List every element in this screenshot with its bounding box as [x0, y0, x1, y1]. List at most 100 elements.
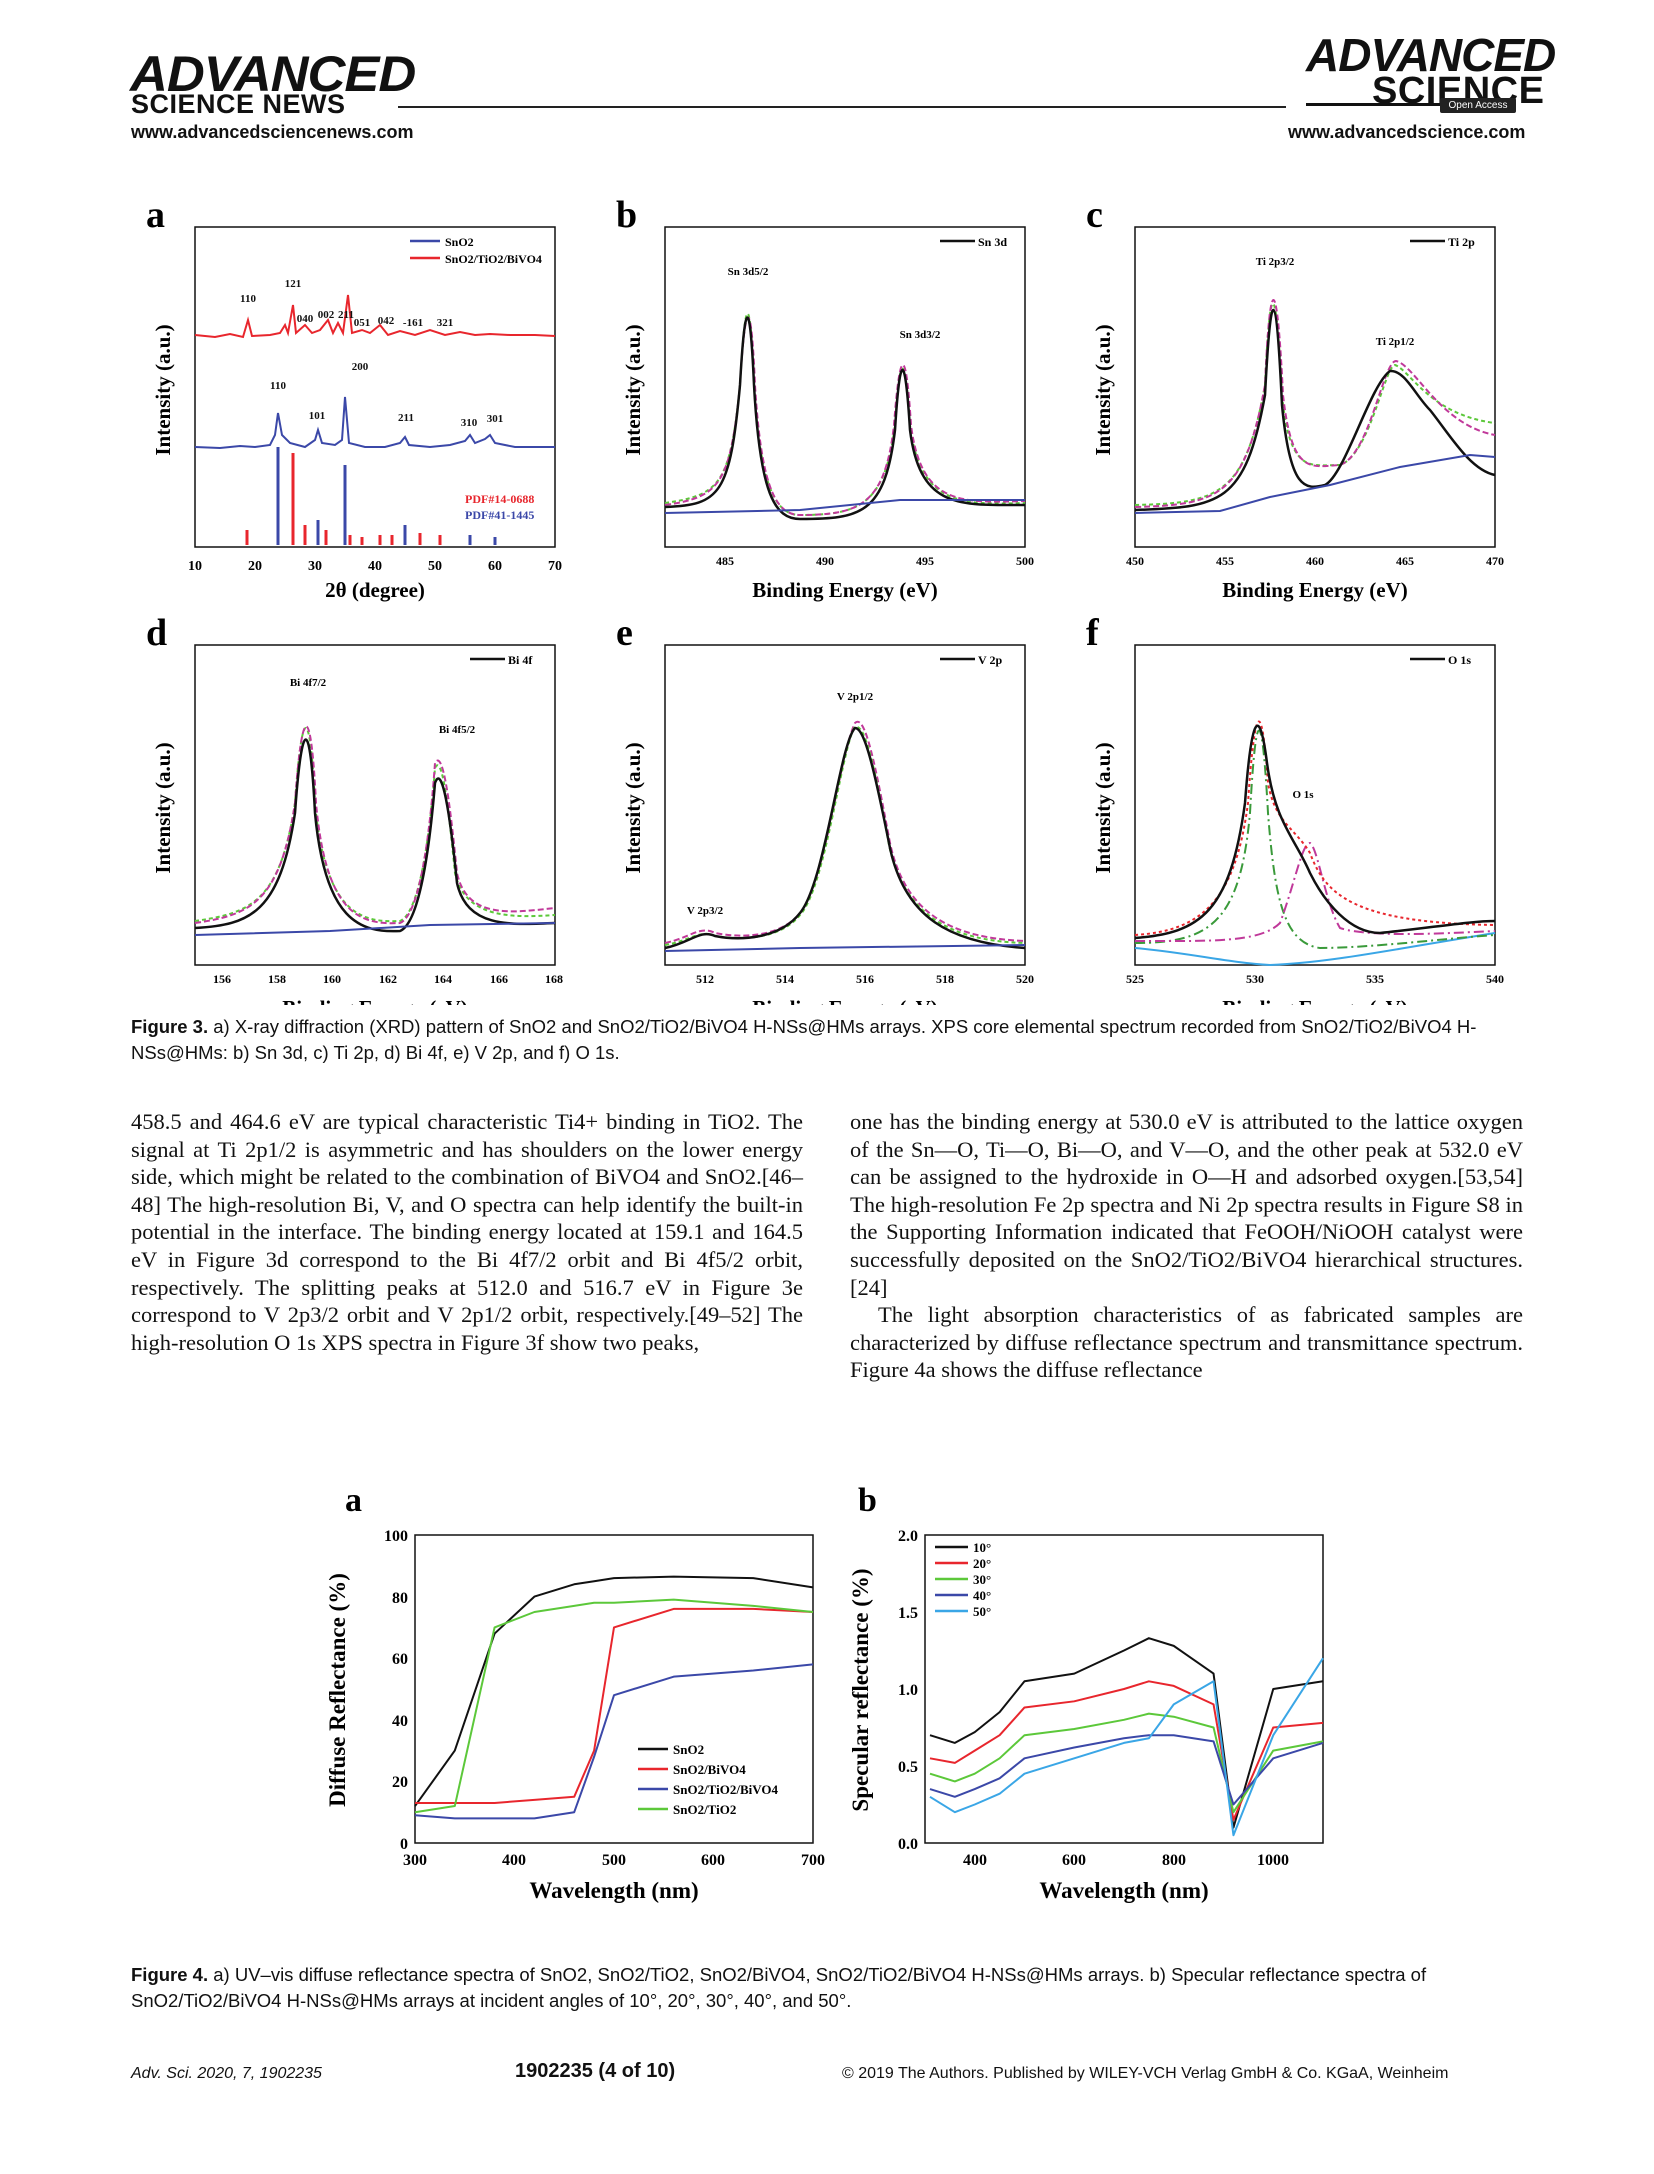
- svg-text:520: 520: [1016, 972, 1034, 986]
- journal-logo-right: ADVANCED: [1306, 29, 1556, 81]
- legend-composite: SnO2/TiO2/BiVO4: [445, 252, 542, 266]
- svg-text:168: 168: [545, 972, 563, 986]
- header-right-rule: [1306, 103, 1446, 106]
- svg-text:Wavelength (nm): Wavelength (nm): [1039, 1878, 1208, 1903]
- footer-page-number: 1902235 (4 of 10): [515, 2060, 676, 2082]
- journal-logo-left-sub: SCIENCE NEWS: [131, 89, 346, 119]
- svg-text:Binding Energy (eV): Binding Energy (eV): [752, 996, 938, 1005]
- panel-letter-f: f: [1086, 612, 1100, 654]
- series-line: [929, 1657, 1324, 1837]
- series-line: [929, 1680, 1324, 1821]
- svg-text:211: 211: [398, 412, 414, 424]
- panel-letter-c: c: [1086, 194, 1103, 236]
- svg-text:20: 20: [248, 559, 262, 574]
- figure-3: a Intensity (a.u.) . 10 20 30 40 50 60 7…: [146, 194, 1504, 1005]
- svg-text:40: 40: [392, 1713, 408, 1730]
- journal-logo-left: ADVANCED: [130, 46, 416, 102]
- header-rule: [398, 106, 1286, 108]
- reference-bars: [245, 447, 497, 545]
- series-line: [414, 1575, 814, 1807]
- svg-text:490: 490: [816, 554, 834, 568]
- svg-text:101: 101: [309, 410, 326, 422]
- svg-text:158: 158: [268, 972, 286, 986]
- svg-text:2.0: 2.0: [898, 1528, 918, 1545]
- figure3-panel-e: e Intensity (a.u.) 512 514 516 518 520 B…: [616, 612, 1034, 1005]
- svg-text:Diffuse Reflectance (%): Diffuse Reflectance (%): [325, 1573, 350, 1807]
- svg-text:SnO2: SnO2: [673, 1742, 704, 1757]
- svg-text:516: 516: [856, 972, 874, 986]
- series-line: [415, 1607, 814, 1804]
- svg-text:V 2p: V 2p: [978, 653, 1002, 667]
- svg-text:600: 600: [701, 1852, 725, 1869]
- svg-text:SnO2/TiO2/BiVO4: SnO2/TiO2/BiVO4: [673, 1782, 778, 1797]
- svg-text:V 2p1/2: V 2p1/2: [837, 691, 874, 703]
- svg-text:Ti 2p: Ti 2p: [1448, 235, 1475, 249]
- svg-text:O 1s: O 1s: [1292, 789, 1314, 801]
- svg-text:051: 051: [354, 317, 371, 329]
- svg-text:002: 002: [318, 309, 335, 321]
- svg-text:525: 525: [1126, 972, 1144, 986]
- svg-text:535: 535: [1366, 972, 1384, 986]
- svg-text:0: 0: [400, 1836, 408, 1853]
- svg-text:100: 100: [384, 1528, 408, 1545]
- series-line: [414, 1663, 814, 1820]
- svg-text:Wavelength (nm): Wavelength (nm): [529, 1878, 698, 1903]
- header-right-url[interactable]: www.advancedscience.com: [1288, 122, 1526, 142]
- svg-text:40°: 40°: [973, 1588, 991, 1603]
- svg-text:512: 512: [696, 972, 714, 986]
- svg-text:-161: -161: [403, 317, 423, 329]
- svg-text:30°: 30°: [973, 1572, 991, 1587]
- figure3-panel-c: c Intensity (a.u.) 450 455 460 465 470 B…: [1086, 194, 1504, 602]
- svg-text:485: 485: [716, 554, 734, 568]
- svg-text:042: 042: [378, 315, 395, 327]
- svg-text:b: b: [858, 1482, 877, 1519]
- figure-4: a Diffuse Reflectance (%) 0 20 40 60 80 …: [325, 1482, 1324, 1903]
- header-left-url[interactable]: www.advancedsciencenews.com: [131, 122, 414, 142]
- svg-text:Bi 4f: Bi 4f: [508, 653, 533, 667]
- footer-copyright: © 2019 The Authors. Published by WILEY-V…: [842, 2065, 1449, 2082]
- svg-text:50°: 50°: [973, 1604, 991, 1619]
- svg-text:211: 211: [338, 309, 354, 321]
- svg-text:495: 495: [916, 554, 934, 568]
- figure4-panel-a: a Diffuse Reflectance (%) 0 20 40 60 80 …: [325, 1482, 825, 1903]
- svg-text:514: 514: [776, 972, 794, 986]
- legend-sno2: SnO2: [445, 235, 474, 249]
- svg-text:465: 465: [1396, 554, 1414, 568]
- figure4-panel-b: b Specular reflectance (%) 0.0 0.5 1.0 1…: [848, 1482, 1324, 1903]
- svg-text:800: 800: [1162, 1852, 1186, 1869]
- svg-text:600: 600: [1062, 1852, 1086, 1869]
- svg-text:301: 301: [487, 413, 504, 425]
- svg-text:460: 460: [1306, 554, 1324, 568]
- svg-text:Sn 3d: Sn 3d: [978, 235, 1007, 249]
- figure3-panel-b: b Intensity (a.u.) 485 490 495 500 Bindi…: [616, 194, 1034, 602]
- svg-text:164: 164: [434, 972, 452, 986]
- svg-text:Sn 3d5/2: Sn 3d5/2: [728, 266, 769, 278]
- figure3-panel-a: a Intensity (a.u.) . 10 20 30 40 50 60 7…: [146, 194, 562, 602]
- svg-text:Ti 2p3/2: Ti 2p3/2: [1256, 256, 1295, 268]
- ti2p-trace: [1134, 308, 1496, 512]
- svg-text:10°: 10°: [973, 1540, 991, 1555]
- xrd-red-trace: [194, 294, 556, 339]
- svg-text:530: 530: [1246, 972, 1264, 986]
- svg-text:Intensity (a.u.): Intensity (a.u.): [151, 742, 175, 873]
- panel-letter-a: a: [146, 194, 165, 236]
- svg-text:400: 400: [502, 1852, 526, 1869]
- svg-text:0.5: 0.5: [898, 1759, 918, 1776]
- svg-text:Specular reflectance (%): Specular reflectance (%): [848, 1568, 873, 1811]
- svg-text:455: 455: [1216, 554, 1234, 568]
- svg-text:Intensity (a.u.): Intensity (a.u.): [621, 324, 645, 455]
- svg-text:500: 500: [602, 1852, 626, 1869]
- svg-text:V 2p3/2: V 2p3/2: [687, 905, 724, 917]
- panel-letter-e: e: [616, 612, 633, 654]
- pdf-label-blue: PDF#41-1445: [465, 508, 534, 522]
- svg-text:156: 156: [213, 972, 231, 986]
- svg-text:60: 60: [392, 1651, 408, 1668]
- svg-text:70: 70: [548, 559, 562, 574]
- open-access-badge: Open Access: [1440, 98, 1516, 113]
- series-line: [929, 1734, 1324, 1806]
- pdf-label-red: PDF#14-0688: [465, 492, 534, 506]
- svg-text:50: 50: [428, 559, 442, 574]
- figure3-panel-f: f Intensity (a.u.) 525 530 535 540 Bindi…: [1086, 612, 1504, 1005]
- svg-text:310: 310: [461, 417, 478, 429]
- svg-text:10: 10: [188, 559, 202, 574]
